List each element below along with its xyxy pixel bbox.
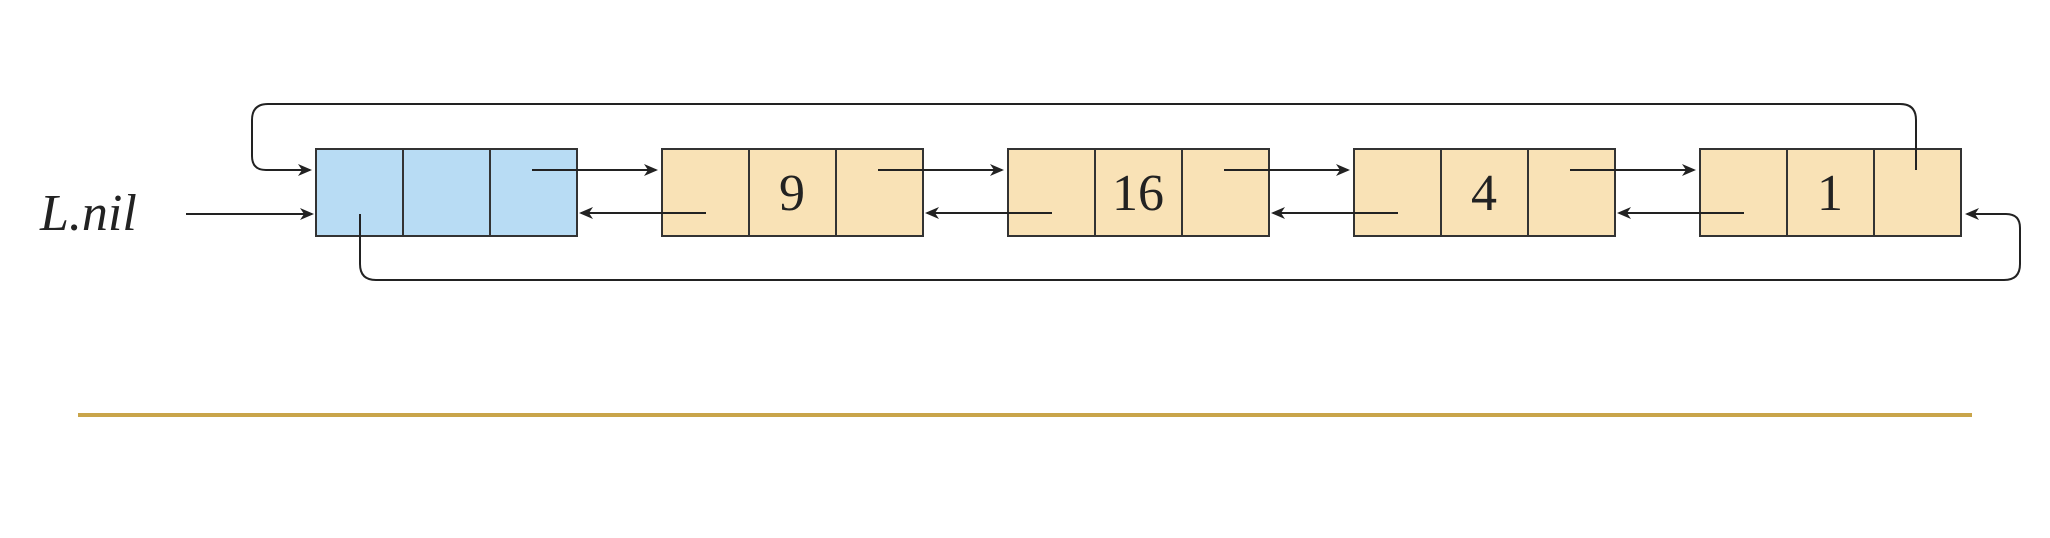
sentinel-key-cell (402, 148, 491, 237)
node-key-cell (1094, 148, 1183, 237)
node-next-cell (1527, 148, 1616, 237)
node-key: 1 (1817, 165, 1843, 222)
list-node: 1 (1699, 148, 1962, 237)
node-next-cell (1181, 148, 1270, 237)
node-prev-cell (661, 148, 750, 237)
node-next-cell (835, 148, 924, 237)
list-node: 4 (1353, 148, 1616, 237)
node-prev-cell (1699, 148, 1788, 237)
node-next-cell (1873, 148, 1962, 237)
node-key: 4 (1471, 165, 1497, 222)
wrap-prev-arrow (359, 208, 2021, 281)
node-key: 16 (1112, 165, 1164, 222)
node-prev-cell (1007, 148, 1096, 237)
node-key-cell (748, 148, 837, 237)
sentinel-node (315, 148, 578, 237)
pointer-label: L.nil (39, 185, 137, 242)
list-node: 9 (661, 148, 924, 237)
node-prev-cell (1353, 148, 1442, 237)
node-key: 9 (779, 165, 805, 222)
wrap-next-arrow (251, 103, 1917, 176)
list-node: 16 (1007, 148, 1270, 237)
sentinel-next-cell (489, 148, 578, 237)
